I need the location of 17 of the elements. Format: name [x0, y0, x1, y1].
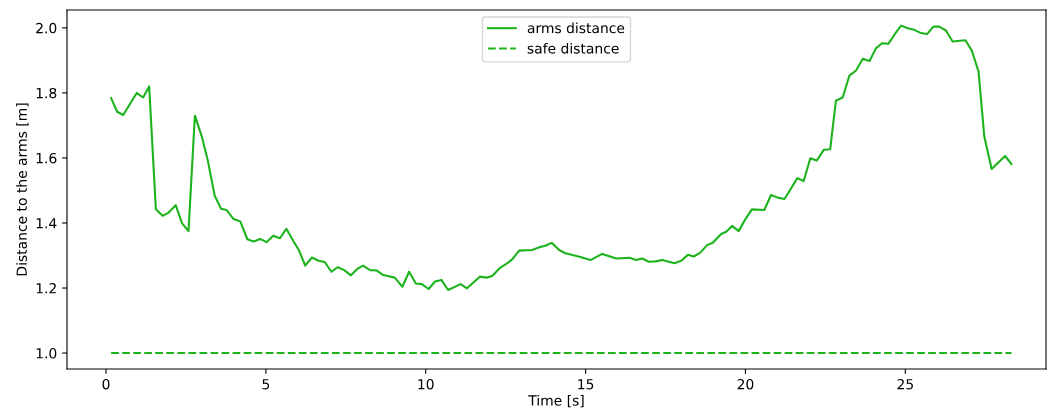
- y-axis-title: Distance to the arms [m]: [16, 103, 29, 276]
- x-tick-label: 20: [737, 378, 754, 390]
- y-tick-label: 2.0: [36, 22, 57, 34]
- y-tick-label: 1.2: [36, 283, 56, 294]
- legend-label: arms distance: [527, 22, 625, 34]
- y-tick-label: 1.0: [36, 348, 57, 359]
- line-series: [110, 24, 1013, 292]
- x-axis-title: Time [s]: [528, 394, 584, 408]
- x-tick-label: 15: [578, 379, 594, 390]
- x-tick-label: 5: [262, 379, 270, 390]
- y-tick-label: 1.6: [36, 152, 57, 164]
- y-tick-label: 1.4: [36, 218, 57, 229]
- x-tick-label: 0: [102, 378, 110, 390]
- x-tick-label: 10: [418, 378, 434, 390]
- x-tick-label: 25: [897, 378, 913, 390]
- y-tick-label: 1.8: [36, 87, 57, 99]
- legend-label: safe distance: [527, 42, 619, 54]
